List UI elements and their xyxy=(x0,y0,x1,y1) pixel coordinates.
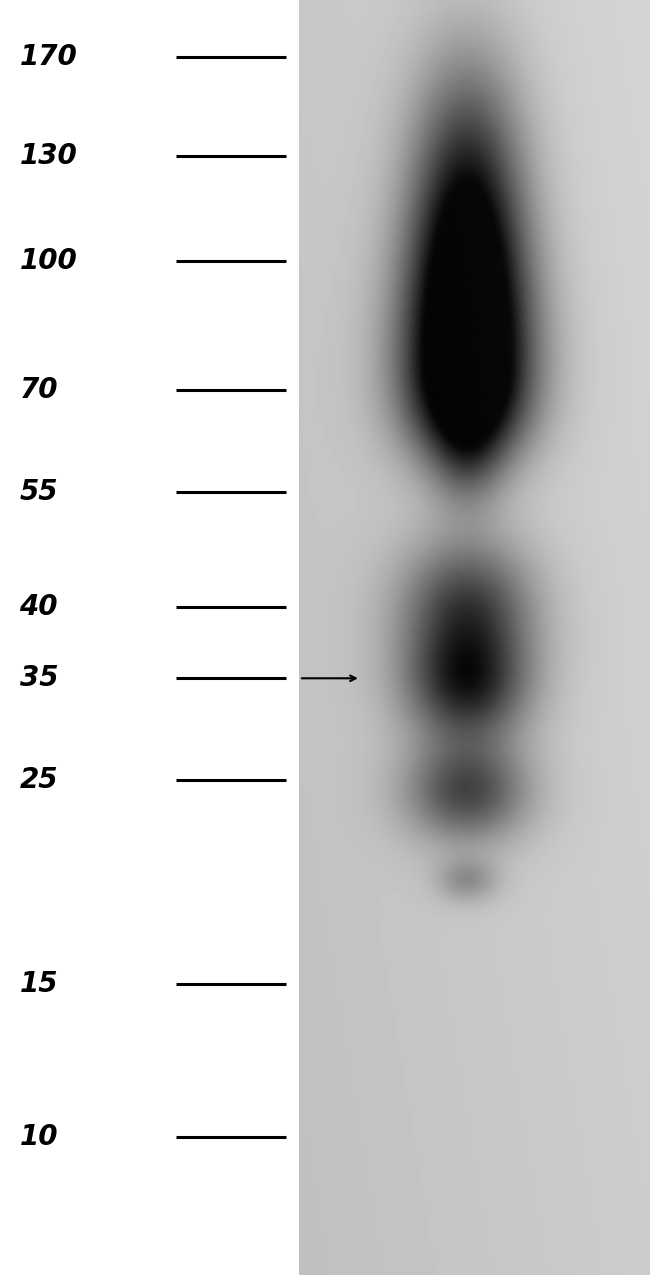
Text: 40: 40 xyxy=(20,593,58,621)
Text: 15: 15 xyxy=(20,970,58,998)
Bar xyxy=(299,0,650,1275)
Text: 130: 130 xyxy=(20,142,77,170)
Text: 170: 170 xyxy=(20,43,77,71)
Text: 100: 100 xyxy=(20,247,77,275)
Text: 35: 35 xyxy=(20,664,58,692)
Text: 70: 70 xyxy=(20,376,58,404)
Text: 55: 55 xyxy=(20,478,58,506)
Text: 10: 10 xyxy=(20,1123,58,1151)
Text: 25: 25 xyxy=(20,766,58,794)
